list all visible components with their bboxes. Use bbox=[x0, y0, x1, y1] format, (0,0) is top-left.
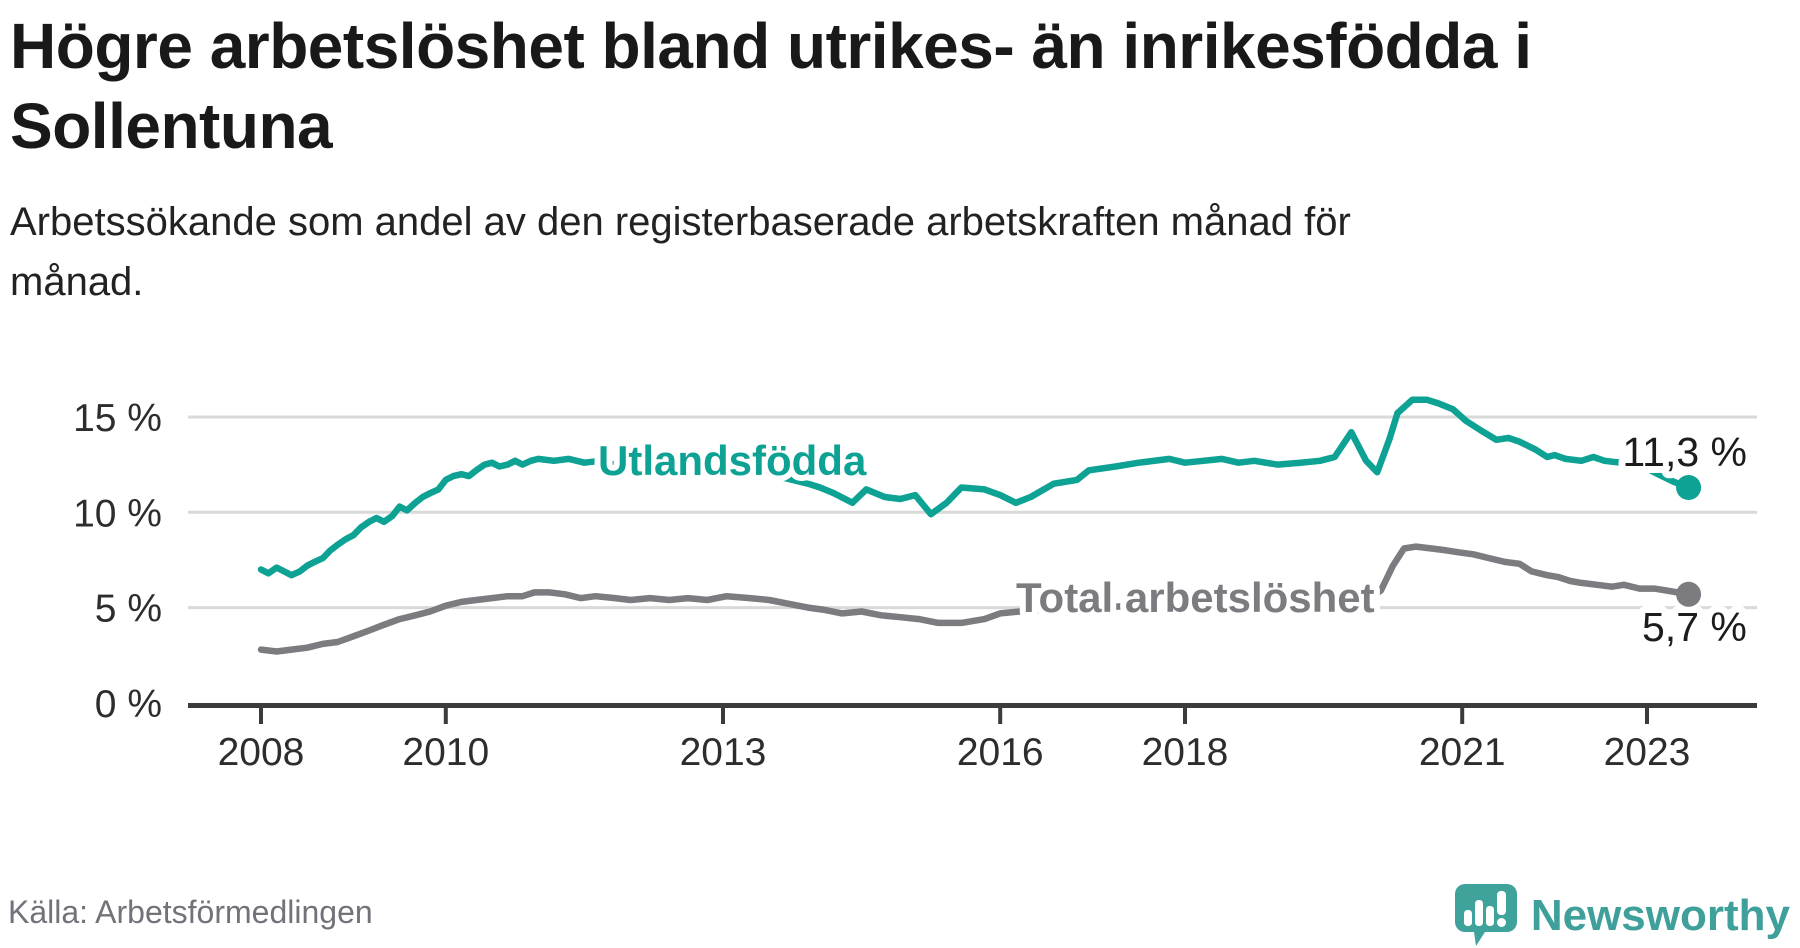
x-axis-label-2010: 2010 bbox=[402, 731, 489, 774]
y-axis-label-0: 0 % bbox=[95, 683, 162, 726]
chart-header: Högre arbetslöshet bland utrikes- än inr… bbox=[10, 6, 1790, 312]
page-title: Högre arbetslöshet bland utrikes- än inr… bbox=[10, 6, 1790, 166]
x-axis-label-2018: 2018 bbox=[1142, 731, 1229, 774]
brand-lockup: Newsworthy bbox=[1454, 884, 1790, 948]
end-dot-utlandsfodda bbox=[1676, 475, 1702, 501]
series-label-total: Total arbetslöshet bbox=[1016, 574, 1375, 621]
logo-bar-1 bbox=[1463, 910, 1472, 926]
source-note: Källa: Arbetsförmedlingen bbox=[8, 894, 373, 930]
x-axis-label-2023: 2023 bbox=[1604, 731, 1691, 774]
end-value-label-total: 5,7 % bbox=[1642, 604, 1747, 650]
y-axis-label-10: 10 % bbox=[73, 492, 162, 535]
x-axis-label-2013: 2013 bbox=[680, 731, 767, 774]
end-dot-total bbox=[1676, 581, 1702, 607]
newsworthy-logo-icon bbox=[1454, 884, 1517, 946]
series-line-total bbox=[257, 543, 1692, 655]
subtitle-line-1: Arbetssökande som andel av den registerb… bbox=[10, 200, 1351, 244]
logo-exclamation-bar bbox=[1496, 891, 1506, 915]
subtitle-line-2: månad. bbox=[10, 260, 144, 304]
page-subtitle: Arbetssökande som andel av den registerb… bbox=[10, 192, 1790, 312]
y-axis-label-5: 5 % bbox=[95, 588, 162, 631]
y-axis-label-15: 15 % bbox=[73, 397, 162, 440]
series-line-utlandsfodda bbox=[257, 396, 1692, 579]
logo-bar-3 bbox=[1485, 906, 1494, 926]
logo-exclamation-dot bbox=[1496, 918, 1506, 927]
x-axis-label-2021: 2021 bbox=[1419, 731, 1506, 774]
title-line-2: Sollentuna bbox=[10, 90, 333, 162]
logo-bar-2 bbox=[1474, 900, 1483, 926]
brand-name: Newsworthy bbox=[1530, 891, 1790, 940]
x-axis-label-2008: 2008 bbox=[218, 731, 305, 774]
series-label-utlandsfodda: Utlandsfödda bbox=[598, 437, 867, 484]
title-line-1: Högre arbetslöshet bland utrikes- än inr… bbox=[10, 10, 1532, 82]
end-value-label-utlandsfodda: 11,3 % bbox=[1622, 429, 1747, 475]
x-axis-label-2016: 2016 bbox=[957, 731, 1044, 774]
